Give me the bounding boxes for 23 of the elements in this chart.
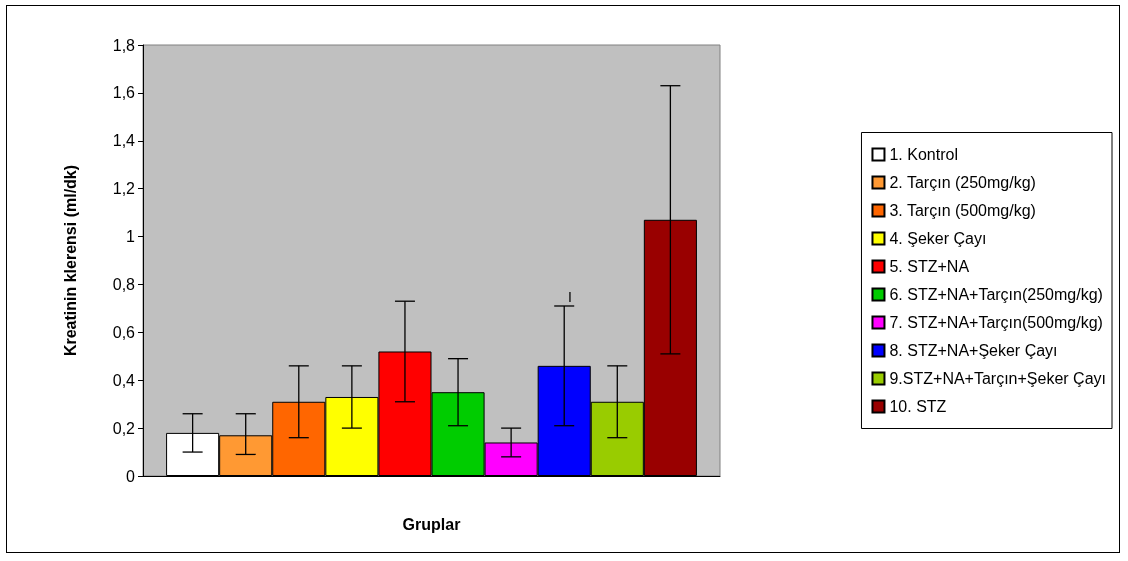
y-tick-label: 0 (126, 467, 136, 485)
legend-label: 5. STZ+NA (889, 258, 970, 275)
y-tick-label: 0,8 (112, 275, 136, 293)
legend-label: 8. STZ+NA+Şeker Çayı (889, 342, 1058, 359)
legend-label: 10. STZ (889, 398, 947, 415)
x-axis-title: Gruplar (402, 515, 461, 533)
legend-label: 2. Tarçın (250mg/kg) (889, 174, 1036, 191)
y-axis-title: Kreatinin klerensi (ml/dk) (61, 164, 79, 357)
legend-label: 7. STZ+NA+Tarçın(500mg/kg) (889, 314, 1103, 331)
annotation: I (568, 289, 572, 305)
y-tick-label: 1,8 (112, 36, 136, 54)
legend-label: 6. STZ+NA+Tarçın(250mg/kg) (889, 286, 1103, 303)
y-tick-label: 1,2 (112, 180, 136, 198)
y-tick-label: 1,6 (112, 84, 136, 102)
y-tick-label: 0,6 (112, 323, 136, 341)
y-tick-label: 1 (126, 228, 136, 246)
y-tick-label: 0,4 (112, 371, 136, 389)
y-tick-label: 0,2 (112, 419, 136, 437)
y-tick-label: 1,4 (112, 132, 136, 150)
legend-label: 4. Şeker Çayı (889, 230, 987, 247)
legend-label: 9.STZ+NA+Tarçın+Şeker Çayı (889, 370, 1106, 387)
legend-label: 3. Tarçın (500mg/kg) (889, 202, 1036, 219)
legend-label: 1. Kontrol (889, 146, 958, 163)
